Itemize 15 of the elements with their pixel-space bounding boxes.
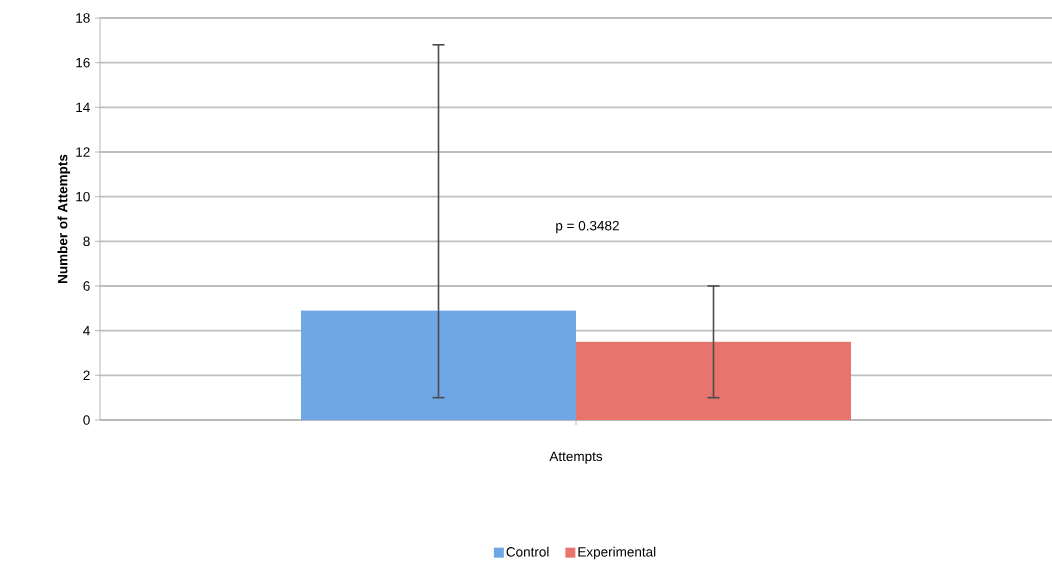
y-tick-label: 10 [76,191,90,202]
legend-label: Control [506,546,549,557]
y-tick-label: 8 [83,236,90,247]
y-tick-label: 16 [76,57,90,68]
y-tick-label: 4 [83,326,90,336]
legend-label: Experimental [578,546,656,560]
y-tick-label: 18 [76,13,90,23]
y-tick-label: 2 [83,370,90,381]
y-tick-label: 12 [76,147,90,157]
y-axis-title: Number of Attempts [57,154,71,283]
annotation: p = 0.3482 [556,220,619,234]
y-tick-label: 6 [83,281,90,291]
x-tick-label: Attempts [549,451,603,464]
y-tick-label: 0 [83,415,90,425]
y-tick-label: 14 [76,102,90,112]
